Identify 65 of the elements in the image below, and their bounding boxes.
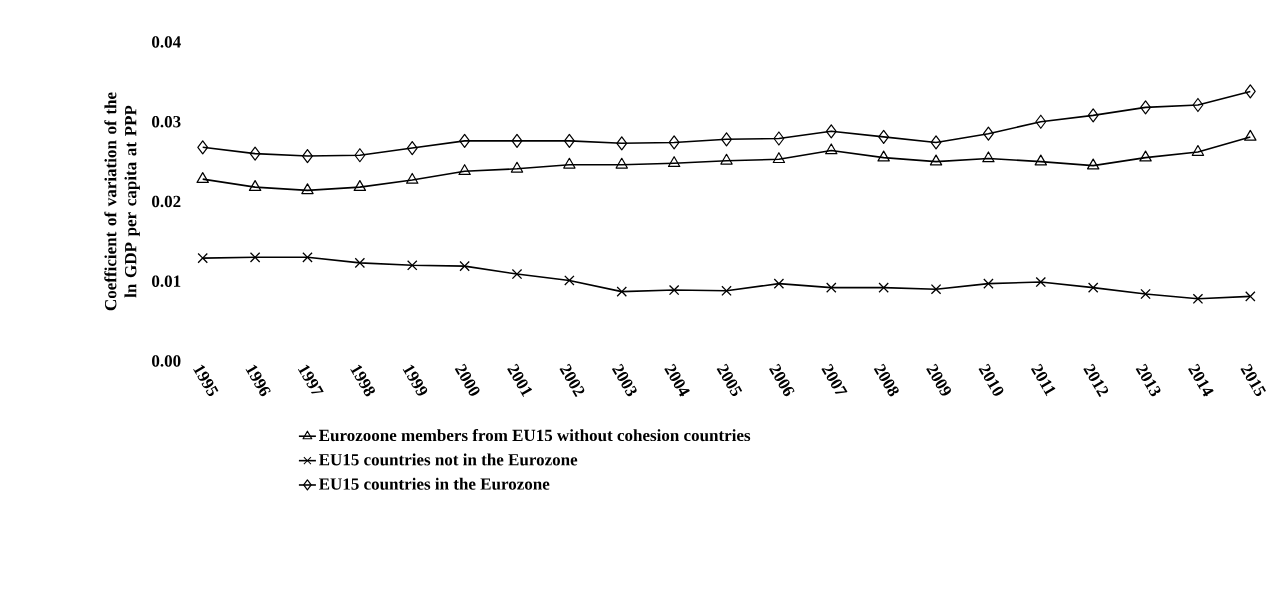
point bbox=[1034, 154, 1048, 166]
point bbox=[197, 140, 209, 155]
point bbox=[877, 150, 890, 162]
point bbox=[249, 146, 261, 161]
point bbox=[197, 253, 208, 264]
point bbox=[825, 143, 838, 155]
point bbox=[1140, 288, 1151, 300]
point bbox=[930, 284, 942, 295]
point bbox=[564, 275, 575, 286]
point bbox=[511, 133, 523, 148]
point bbox=[615, 157, 628, 169]
point bbox=[1192, 97, 1204, 113]
point bbox=[302, 252, 313, 263]
point bbox=[773, 278, 784, 289]
point bbox=[1139, 150, 1152, 162]
legend-label: Eurozoone members from EU15 without cohesion countries bbox=[319, 428, 751, 442]
point bbox=[669, 284, 680, 296]
point bbox=[353, 180, 367, 191]
point bbox=[248, 180, 262, 191]
point bbox=[196, 172, 209, 184]
point bbox=[1191, 144, 1205, 156]
point bbox=[1244, 84, 1256, 99]
point bbox=[668, 135, 680, 150]
point bbox=[616, 286, 627, 297]
point bbox=[406, 140, 418, 156]
point bbox=[1035, 114, 1047, 129]
point bbox=[1140, 100, 1152, 115]
point bbox=[930, 135, 942, 150]
point bbox=[354, 148, 366, 163]
point bbox=[250, 252, 261, 263]
y-axis-title: Coefficient of variation of the ln GDP per capita at PPP bbox=[104, 92, 140, 311]
point bbox=[1088, 282, 1099, 293]
y-tick-label: 0.02 bbox=[152, 195, 181, 208]
point bbox=[1035, 276, 1046, 288]
point bbox=[1087, 108, 1099, 123]
point bbox=[667, 156, 681, 168]
point bbox=[720, 153, 733, 165]
point bbox=[458, 164, 471, 176]
y-tick-label: 0.04 bbox=[152, 36, 181, 48]
point bbox=[826, 282, 837, 293]
legend-label: EU15 countries not in the Eurozone bbox=[319, 453, 578, 466]
point bbox=[616, 136, 628, 151]
y-tick-label: 0.00 bbox=[152, 355, 181, 367]
point bbox=[563, 133, 575, 148]
point bbox=[301, 183, 314, 195]
y-tick-label: 0.03 bbox=[152, 115, 181, 128]
point bbox=[459, 133, 471, 148]
point bbox=[459, 261, 470, 272]
y-tick-label: 0.01 bbox=[152, 275, 181, 288]
point bbox=[825, 124, 837, 139]
point bbox=[406, 172, 419, 184]
point bbox=[1244, 129, 1257, 141]
point bbox=[878, 129, 890, 144]
point bbox=[563, 157, 576, 169]
point bbox=[982, 126, 994, 141]
point bbox=[929, 154, 943, 166]
point bbox=[772, 152, 786, 164]
point bbox=[773, 131, 785, 146]
point bbox=[1086, 158, 1100, 170]
point bbox=[1192, 293, 1203, 304]
point bbox=[510, 161, 524, 173]
point bbox=[721, 285, 732, 296]
legend-label: EU15 countries in the Eurozone bbox=[319, 477, 550, 490]
point bbox=[982, 151, 995, 163]
point bbox=[721, 132, 732, 147]
